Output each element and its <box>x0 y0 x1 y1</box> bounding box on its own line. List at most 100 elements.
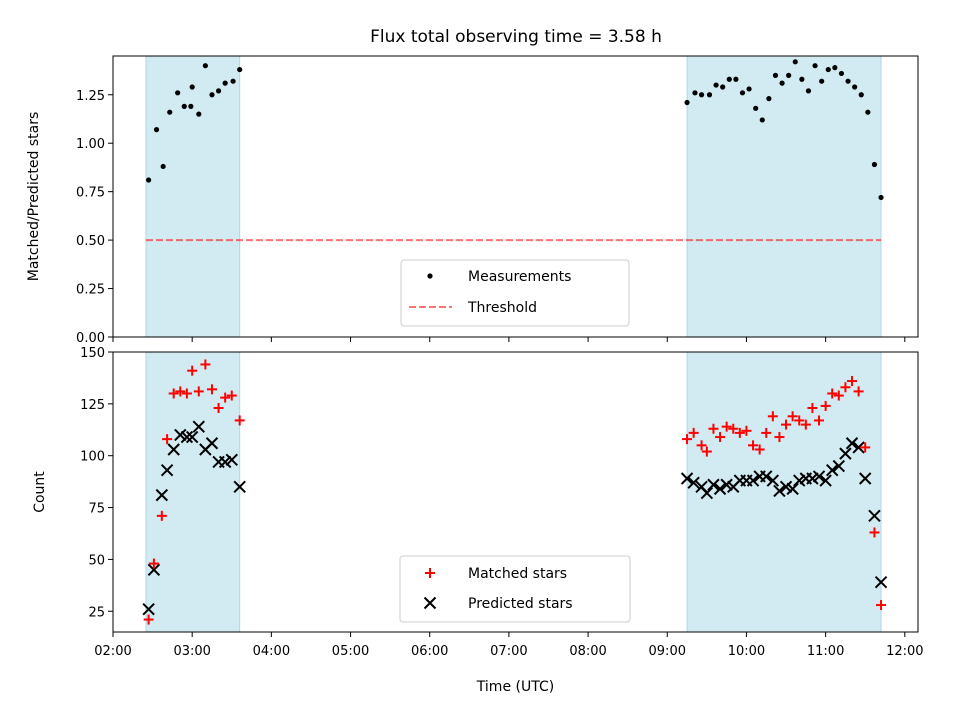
predicted-star-point <box>707 478 720 491</box>
matched-star-point <box>728 423 739 434</box>
measurement-point <box>878 194 884 201</box>
legend-measurement-marker <box>427 273 433 279</box>
count-x-tick-label: 10:00 <box>728 644 765 659</box>
legend-predicted-marker <box>423 596 437 610</box>
measurement-point <box>181 103 187 109</box>
ratio-y-tick-label: 0.25 <box>76 283 105 298</box>
matched-star-point <box>162 434 173 445</box>
count-x-ticks: 02:00 03:00 04:00 05:00 06:00 07:00 08:00 09:00… <box>94 632 924 659</box>
predicted-star-point <box>160 464 174 477</box>
measurement-point <box>759 117 765 123</box>
legend-matched-label: Matched stars <box>468 566 567 582</box>
count-x-tick-label: 06:00 <box>411 644 448 659</box>
predicted-star-point <box>832 459 846 473</box>
measurement-point <box>832 65 838 71</box>
measurement-point <box>209 92 215 98</box>
ratio-y-tick-label: 1.00 <box>76 137 105 152</box>
predicted-star-point <box>147 563 161 576</box>
measurement-point <box>713 82 719 88</box>
observing-windows <box>145 55 882 338</box>
ratio-y-ticks: 0.00 0.25 0.50 0.75 1.00 1.25 <box>76 89 113 346</box>
count-panel: 25 50 75 100 125 150 02:00 03:00 04:00 05:00 06:0… <box>32 346 924 695</box>
matched-star-point <box>148 558 159 569</box>
measurement-point <box>726 76 732 82</box>
observing-window-band <box>145 55 241 338</box>
matched-star-point <box>200 359 211 370</box>
measurement-point <box>237 66 243 73</box>
matched-star-point <box>869 527 880 538</box>
measurement-point <box>202 63 208 69</box>
predicted-star-point <box>185 430 199 444</box>
ratio-y-tick-label: 1.25 <box>76 89 105 104</box>
matched-star-point <box>688 427 699 438</box>
matched-star-point <box>807 403 818 413</box>
count-x-tick-label: 07:00 <box>490 644 527 659</box>
measurement-point <box>189 84 195 90</box>
matched-star-point <box>175 386 186 397</box>
ratio-x-ticks <box>112 337 906 342</box>
measurement-point <box>153 127 160 133</box>
measurement-point <box>160 163 166 170</box>
observing-windows <box>145 351 882 633</box>
ratio-legend: Measurements Threshold <box>400 259 630 327</box>
matched-star-point <box>774 432 785 443</box>
measurement-point <box>772 72 779 78</box>
count-y-tick-label: 125 <box>80 398 105 413</box>
matched-star-point <box>840 382 851 393</box>
measurement-point <box>230 78 236 84</box>
matched-star-point <box>860 442 871 453</box>
matched-star-point <box>847 376 858 387</box>
count-y-tick-label: 150 <box>80 346 105 361</box>
measurement-point <box>838 70 845 77</box>
ratio-y-axis-label: Matched/Predicted stars <box>26 112 42 282</box>
measurement-point <box>167 109 173 115</box>
measurement-point <box>739 90 746 96</box>
measurement-point <box>746 86 752 92</box>
matched-star-point <box>708 423 719 434</box>
predicted-star-point <box>713 482 727 496</box>
legend-threshold-label: Threshold <box>467 300 537 316</box>
measurement-point <box>188 103 194 109</box>
matched-star-point <box>754 444 765 455</box>
measurement-point <box>684 99 690 106</box>
predicted-star-point <box>786 482 799 496</box>
predicted-star-point <box>760 470 773 483</box>
predicted-star-point <box>859 472 872 485</box>
matched-star-point <box>206 384 217 395</box>
measurement-point <box>812 63 818 69</box>
count-plot-frame <box>112 351 919 633</box>
matched-star-point <box>682 434 693 445</box>
measurement-point <box>858 92 864 98</box>
ratio-panel: 0.00 0.25 0.50 0.75 1.00 1.25 Matched/Predict… <box>26 55 919 346</box>
chart-title: Flux total observing time = 3.58 h <box>370 27 662 47</box>
x-axis-label: Time (UTC) <box>476 679 554 695</box>
matched-star-point <box>220 392 231 403</box>
observing-window-band <box>145 351 241 633</box>
matched-star-point <box>876 600 887 611</box>
measurement-point <box>706 92 713 98</box>
measurement-point <box>196 111 202 117</box>
matched-star-point <box>820 400 831 411</box>
predicted-star-point <box>167 443 180 456</box>
matched-star-point <box>193 386 204 397</box>
ratio-y-tick-label: 0.75 <box>76 186 105 201</box>
predicted-star-point <box>773 484 786 498</box>
predicted-star-point <box>845 437 859 450</box>
measurement-point <box>720 84 726 90</box>
count-x-tick-label: 11:00 <box>807 644 844 659</box>
matched-star-point <box>701 446 712 457</box>
matched-star-point <box>734 427 745 438</box>
measurement-point <box>792 59 798 65</box>
observing-window-band <box>686 351 882 633</box>
matched-star-point <box>187 365 198 376</box>
matched-star-point <box>853 386 864 397</box>
predicted-star-point <box>687 476 700 489</box>
measurement-point <box>766 96 772 102</box>
predicted-star-point <box>205 437 219 450</box>
star-count-points <box>142 359 888 625</box>
count-x-tick-label: 02:00 <box>94 644 131 659</box>
matched-star-point <box>748 440 759 451</box>
predicted-star-point <box>839 447 852 460</box>
matched-star-point <box>741 425 752 436</box>
measurement-points <box>146 59 884 201</box>
